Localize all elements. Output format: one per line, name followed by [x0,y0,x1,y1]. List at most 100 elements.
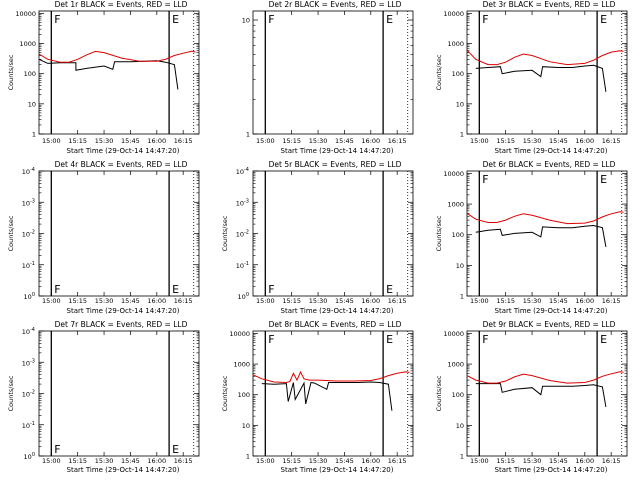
panel-det-4: Det 4r BLACK = Events, RED = LLD 15:00 15:… [7,160,200,315]
x-axis-label: Start Time (29-Oct-14 14:47:20) [281,307,394,315]
series-lld-line [38,50,196,63]
x-tick-label: 15:00 [42,137,61,145]
y-tick-label: 1000 [19,40,36,48]
y-axis-label: Counts/sec [221,215,229,251]
y-tick-label: 10-4 [236,167,249,176]
x-tick-label: 16:15 [388,297,407,305]
panel-title: Det 4r BLACK = Events, RED = LLD [55,160,188,169]
x-axis-label: Start Time (29-Oct-14 14:47:20) [67,466,180,474]
x-tick-label: 15:15 [68,137,87,145]
marker-label-f: F [482,13,488,26]
marker-label-f: F [482,173,488,186]
y-axis-label: Counts/sec [7,54,15,90]
x-tick-label: 16:15 [388,457,407,465]
series-events-line [475,64,607,92]
x-tick-label: 15:00 [470,457,489,465]
x-tick-label: 15:45 [335,457,354,465]
y-tick-label: 1000 [447,201,464,209]
x-tick-label: 16:15 [388,137,407,145]
x-axis-label: Start Time (29-Oct-14 14:47:20) [281,147,394,155]
x-tick-label: 15:00 [256,457,275,465]
y-tick-label: 10-3 [22,358,35,367]
x-tick-label: 15:15 [68,297,87,305]
y-tick-label: 1000 [233,361,250,369]
x-tick-label: 16:00 [147,137,166,145]
axes-frame [38,10,200,135]
marker-label-e: E [600,173,607,186]
series-events-line [475,383,607,407]
x-tick-label: 15:45 [335,297,354,305]
panel-title: Det 3r BLACK = Events, RED = LLD [483,0,616,9]
series-events-line [261,381,393,411]
axes-frame [252,170,414,297]
panel-title: Det 2r BLACK = Events, RED = LLD [269,0,402,9]
x-tick-label: 15:30 [95,457,114,465]
x-tick-label: 15:45 [549,137,568,145]
x-tick-label: 15:45 [121,297,140,305]
x-tick-label: 15:30 [523,137,542,145]
x-tick-label: 16:00 [575,457,594,465]
marker-label-f: F [482,333,488,346]
x-tick-label: 15:30 [523,297,542,305]
axes-frame [466,10,628,135]
y-tick-label: 100 [238,391,250,399]
series-lld-line [466,49,624,66]
x-tick-label: 15:30 [309,137,328,145]
x-axis-label: Start Time (29-Oct-14 14:47:20) [281,466,394,474]
y-tick-label: 10 [456,100,464,108]
y-tick-label: 1 [460,131,464,139]
x-tick-label: 15:30 [95,297,114,305]
marker-label-e: E [172,443,179,456]
marker-label-f: F [54,283,60,296]
x-tick-label: 15:15 [282,137,301,145]
panel-det-1: Det 1r BLACK = Events, RED = LLD 15:00 15:… [7,0,200,155]
y-tick-label: 10-3 [236,198,249,207]
series-lld-line [466,371,624,384]
marker-label-e: E [386,333,393,346]
x-tick-label: 16:15 [602,137,621,145]
y-tick-label: 1 [246,453,250,461]
y-tick-label: 10-1 [22,261,35,270]
y-tick-label: 100 [24,70,36,78]
marker-label-e: E [386,13,393,26]
series-events-line [38,58,179,90]
x-tick-label: 16:00 [575,137,594,145]
y-tick-label: 10 [456,262,464,270]
x-tick-label: 15:00 [42,297,61,305]
y-tick-label: 10-4 [22,327,35,336]
y-tick-label: 1 [32,131,36,139]
x-tick-label: 15:00 [470,137,489,145]
panel-title: Det 8r BLACK = Events, RED = LLD [269,320,402,329]
panel-title: Det 9r BLACK = Events, RED = LLD [483,320,616,329]
x-tick-label: 15:30 [309,297,328,305]
y-tick-label: 10 [456,422,464,430]
x-tick-label: 15:00 [470,297,489,305]
y-tick-label: 10 [242,17,250,25]
x-tick-label: 16:15 [602,457,621,465]
x-tick-label: 15:45 [121,457,140,465]
marker-label-e: E [172,283,179,296]
marker-label-e: E [386,283,393,296]
panel-title: Det 1r BLACK = Events, RED = LLD [55,0,188,9]
y-tick-label: 10 [242,422,250,430]
y-tick-label: 1000 [447,361,464,369]
y-tick-label: 1 [460,293,464,301]
axes-frame [466,330,628,457]
y-axis-label: Counts/sec [221,375,229,411]
x-tick-label: 15:15 [68,457,87,465]
panel-det-9: Det 9r BLACK = Events, RED = LLD 15:00 15:… [435,320,628,474]
panel-det-2: Det 2r BLACK = Events, RED = LLD 15:00 15:… [242,0,414,155]
axes-frame [252,10,414,135]
marker-label-f: F [268,13,274,26]
panel-det-3: Det 3r BLACK = Events, RED = LLD 15:00 15:… [435,0,628,155]
y-tick-label: 10 [28,100,36,108]
y-tick-label: 10000 [443,170,464,178]
y-axis-label: Counts/sec [435,375,443,411]
y-tick-label: 10-3 [22,198,35,207]
y-axis-label: Counts/sec [7,215,15,251]
x-axis-label: Start Time (29-Oct-14 14:47:20) [67,307,180,315]
x-tick-label: 16:00 [361,457,380,465]
axes-frame [466,170,628,297]
panel-det-7: Det 7r BLACK = Events, RED = LLD 15:00 15:… [7,320,200,474]
